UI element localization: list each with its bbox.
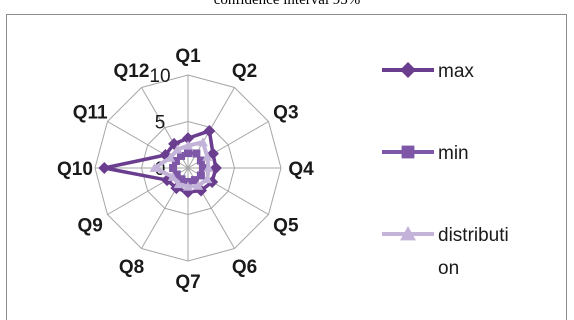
category-label-q10: Q10 [57,159,93,180]
chart-title: confidence interval 95% [214,0,361,8]
data-point-min-q2 [192,149,201,158]
radial-tick-label-10: 10 [149,66,170,87]
data-point-max-q10 [98,162,111,174]
data-point-distribution-q5 [202,174,213,184]
data-point-max-q1 [182,132,194,145]
legend-marker-max [400,62,416,78]
category-label-q8: Q8 [119,257,144,278]
data-point-min-q5 [196,171,205,180]
data-point-min-q8 [177,175,186,184]
legend-item-min: min [382,143,469,164]
radial-tick-label-5: 5 [155,113,166,134]
legend-marker-distribution [400,226,416,241]
series-distribution [149,137,214,191]
legend: max min distributi on [382,61,509,279]
series-layer [98,124,222,199]
category-labels: Q1 Q2 Q3 Q4 Q5 Q6 Q7 Q8 Q9 Q10 Q11 Q12 [57,46,314,293]
category-label-q3: Q3 [273,103,298,124]
data-point-min-q10 [169,164,178,172]
data-point-distribution-q7 [183,181,193,191]
data-point-distribution-q12 [172,144,183,154]
category-label-q5: Q5 [273,216,299,237]
data-point-distribution-q2 [197,137,208,147]
legend-label-distribution: distributi on [438,225,509,279]
category-label-q7: Q7 [175,272,200,293]
category-label-q4: Q4 [288,159,314,180]
data-point-min-q4 [198,164,207,172]
data-point-distribution-q8 [173,179,184,189]
data-point-min-q1 [184,149,192,158]
legend-item-max: max [382,61,474,82]
data-point-min-q3 [196,156,205,165]
data-point-min-q12 [177,151,186,160]
legend-item-distribution: distributi on [382,225,509,279]
legend-marker-min [401,145,415,159]
data-point-distribution-q1 [183,140,193,150]
data-point-max-q3 [206,147,219,160]
category-label-q2: Q2 [232,61,257,82]
data-point-min-q9 [172,170,181,179]
data-point-distribution-q3 [202,151,213,161]
data-point-distribution-q6 [193,180,204,190]
category-label-q11: Q11 [73,103,108,124]
legend-label-min: min [438,143,469,164]
data-point-distribution-q9 [167,171,178,181]
category-label-q9: Q9 [77,216,102,237]
data-point-min-q6 [190,176,199,185]
data-point-distribution-q4 [203,163,214,172]
data-point-distribution-q10 [149,163,160,172]
data-point-max-q2 [203,124,216,137]
legend-label-max: max [438,61,474,82]
category-label-q6: Q6 [232,257,257,278]
data-point-distribution-q11 [165,152,176,162]
data-point-min-q11 [171,157,180,166]
category-label-q1: Q1 [175,46,201,67]
category-label-q12: Q12 [114,61,150,82]
